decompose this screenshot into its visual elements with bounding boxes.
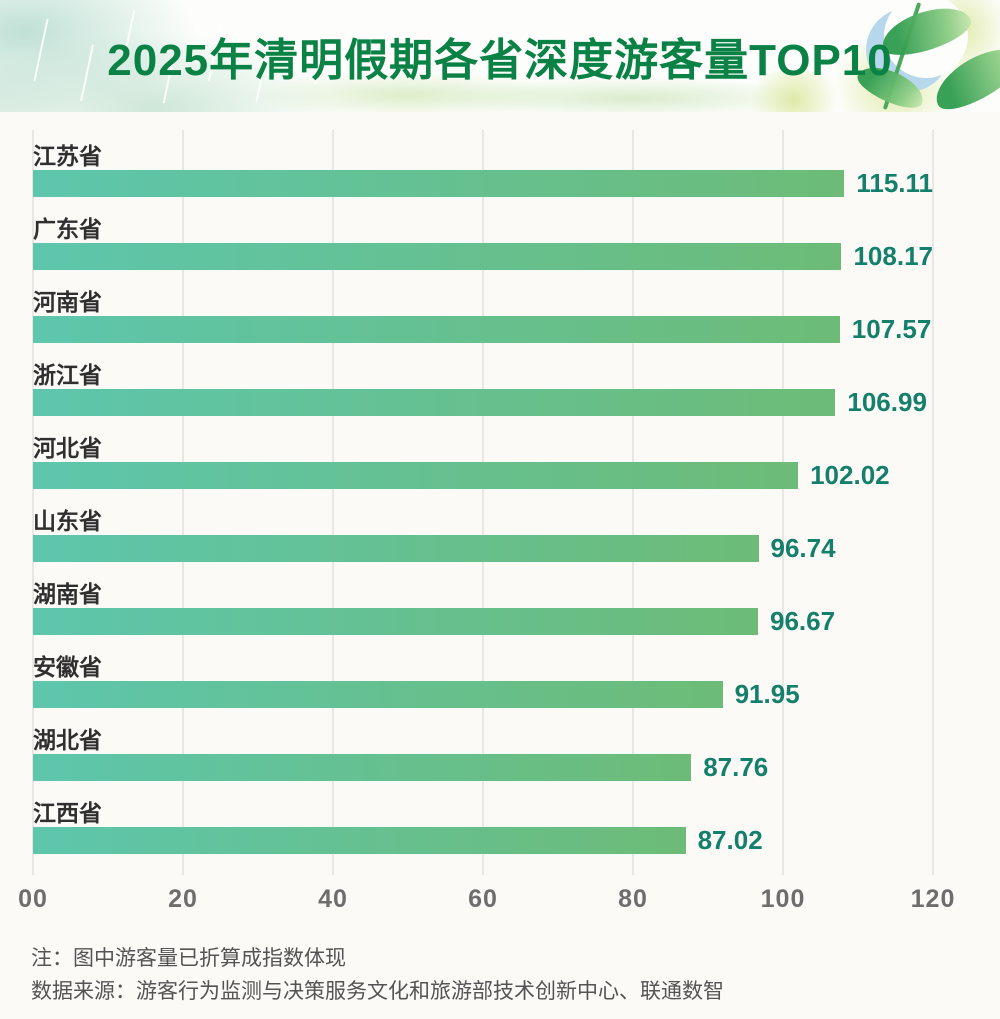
x-tick-label: 00 (18, 885, 48, 913)
bar-value: 108.17 (853, 241, 933, 271)
x-axis: 00 20 40 60 80 100 120 (18, 875, 954, 917)
bar (33, 243, 842, 270)
gridline (32, 130, 34, 875)
footer-notes: 注：图中游客量已折算成指数体现 数据来源：游客行为监测与决策服务文化和旅游部技术… (31, 943, 1000, 1008)
bar-category-label: 湖南省 (33, 580, 102, 607)
x-tick-label: 20 (168, 885, 198, 913)
bar-row: 浙江省 106.99 (33, 356, 933, 429)
bar (33, 170, 845, 197)
bar-category-label: 湖北省 (33, 726, 102, 753)
bar-category-label: 广东省 (33, 215, 102, 242)
gridlines (32, 130, 934, 875)
bar-rows: 江苏省 115.11 广东省 108.17 河南省 107.57 浙江省 10 (33, 130, 933, 867)
bar-row: 安徽省 91.95 (33, 648, 933, 721)
gridline (782, 130, 784, 875)
gridline (632, 130, 634, 875)
bar-value: 91.95 (734, 679, 800, 709)
gridline (932, 130, 934, 875)
x-tick-label: 100 (760, 885, 806, 913)
bar-category-label: 江西省 (33, 799, 102, 826)
bar-category-label: 河南省 (33, 288, 102, 315)
gridline (182, 130, 184, 875)
page-title: 2025年清明假期各省深度游客量TOP10 (107, 36, 893, 85)
bar-category-label: 江苏省 (33, 142, 102, 169)
bar (33, 681, 723, 708)
bar-row: 湖南省 96.67 (33, 575, 933, 648)
bar-value: 115.11 (856, 168, 933, 198)
bar-row: 河北省 102.02 (33, 429, 933, 502)
data-source: 数据来源：游客行为监测与决策服务文化和旅游部技术创新中心、联通数智 (31, 979, 724, 1003)
bar-value: 96.74 (770, 533, 836, 563)
x-tick-label: 60 (468, 885, 498, 913)
bar-row: 湖北省 87.76 (33, 721, 933, 794)
bar-value: 106.99 (847, 387, 927, 417)
header-banner: 2025年清明假期各省深度游客量TOP10 (0, 0, 1000, 112)
bar-value: 87.02 (697, 825, 763, 855)
bar (33, 754, 692, 781)
watercolor-wash-decoration (240, 62, 800, 112)
bar-row: 江西省 87.02 (33, 794, 933, 867)
bar (33, 535, 759, 562)
x-tick-label: 40 (318, 885, 348, 913)
x-tick-label: 120 (910, 885, 956, 913)
bar (33, 827, 686, 854)
bar-chart: 江苏省 115.11 广东省 108.17 河南省 107.57 浙江省 10 (0, 130, 1000, 917)
plot-area: 江苏省 115.11 广东省 108.17 河南省 107.57 浙江省 10 (32, 130, 934, 875)
bar-row: 山东省 96.74 (33, 502, 933, 575)
bar-category-label: 浙江省 (33, 361, 102, 388)
bar (33, 389, 836, 416)
yellow-blob-decoration (740, 70, 850, 112)
x-tick-label: 80 (618, 885, 648, 913)
chart-note: 注：图中游客量已折算成指数体现 (31, 947, 346, 970)
bar-row: 广东省 108.17 (33, 210, 933, 283)
bar-category-label: 山东省 (33, 507, 102, 534)
bar-row: 江苏省 115.11 (33, 137, 933, 210)
bar (33, 462, 799, 489)
bar-value: 96.67 (770, 606, 836, 636)
bar-category-label: 安徽省 (33, 653, 102, 680)
bar (33, 608, 758, 635)
bar-category-label: 河北省 (33, 434, 102, 461)
gridline (332, 130, 334, 875)
bar-value: 102.02 (810, 460, 890, 490)
bar-value: 87.76 (703, 752, 769, 782)
bar-row: 河南省 107.57 (33, 283, 933, 356)
gridline (482, 130, 484, 875)
bar (33, 316, 840, 343)
bar-value: 107.57 (851, 314, 932, 344)
